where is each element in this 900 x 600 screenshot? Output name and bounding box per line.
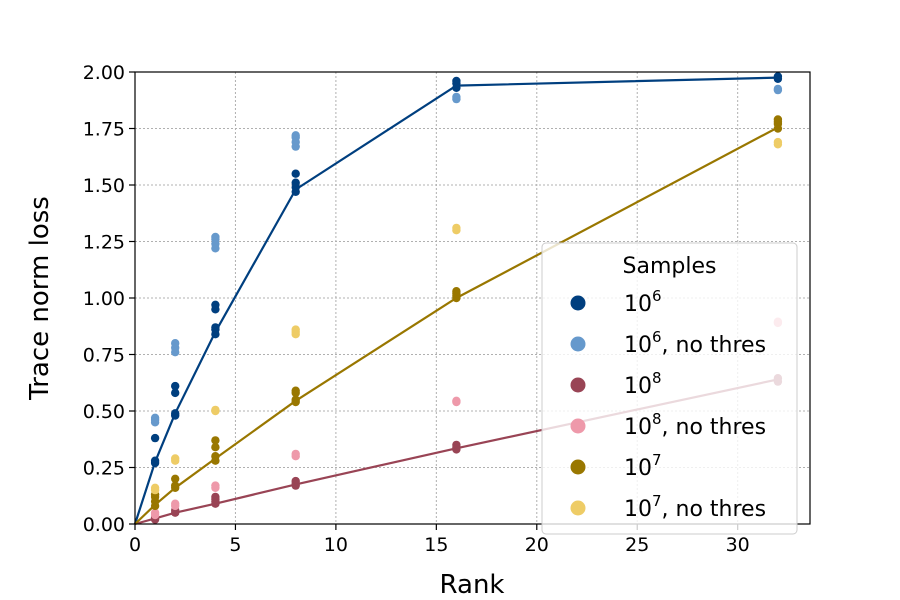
legend-box [541, 242, 798, 535]
x-tick-label: 25 [625, 534, 649, 556]
y-tick-label: 1.50 [83, 175, 125, 197]
data-point [150, 483, 160, 492]
legend-marker [570, 377, 586, 393]
data-point [452, 287, 461, 296]
data-point [452, 396, 461, 405]
data-point [150, 456, 160, 465]
data-point [773, 137, 783, 147]
y-tick-label: 1.75 [83, 119, 125, 141]
legend-item-s1e8: 108 [570, 369, 662, 399]
legend-item-s1e8_nothres: 108, no thres [570, 410, 766, 440]
data-point [291, 476, 300, 486]
data-point [150, 433, 160, 443]
legend-marker [570, 459, 586, 475]
x-tick-label: 10 [324, 534, 348, 556]
y-axis-title: Trace norm loss [25, 196, 55, 401]
data-point [291, 178, 300, 187]
legend-title: Samples [623, 254, 717, 279]
data-point [171, 381, 180, 391]
data-point [291, 386, 300, 395]
ticks: 0 5 10 15 20 25 30 0.00 0.25 0.50 0.75 1.00 1.25 1.50… [83, 62, 750, 556]
series-s1e6 [133, 72, 783, 525]
y-tick-label: 1.00 [83, 288, 125, 310]
data-point [171, 339, 180, 348]
legend-marker [570, 500, 586, 516]
legend-item-s1e6: 106 [570, 287, 662, 317]
data-point [211, 492, 220, 502]
y-tick-label: 2.00 [83, 62, 125, 84]
y-tick-label: 0.00 [83, 514, 125, 536]
series-s1e6_nothres [150, 84, 783, 427]
data-point [452, 223, 461, 233]
legend-label: 106, no thres [624, 328, 766, 358]
data-point [211, 300, 220, 309]
data-point [211, 405, 220, 415]
x-tick-label: 5 [229, 534, 241, 556]
data-point [150, 413, 160, 422]
data-point [211, 232, 220, 242]
legend-marker [570, 295, 586, 311]
data-point [291, 449, 300, 459]
series-s1e7_nothres [150, 137, 783, 495]
data-point [171, 474, 180, 483]
legend-item-s1e7_nothres: 107, no thres [570, 492, 766, 522]
legend-marker [570, 418, 586, 434]
data-point [171, 454, 180, 463]
data-point [773, 115, 783, 124]
series-s1e7 [134, 115, 783, 525]
data-point [452, 440, 461, 450]
x-tick-label: 20 [525, 534, 549, 556]
data-point [211, 443, 220, 452]
data-point [291, 325, 300, 334]
x-axis-title: Rank [440, 570, 505, 600]
legend-label: 107, no thres [624, 492, 766, 522]
data-point [171, 499, 180, 508]
data-point [773, 84, 783, 94]
legend: Samples 106 106, no thres 108 108, no thres 1… [541, 242, 798, 535]
data-point [171, 409, 180, 418]
legend-label: 107 [624, 451, 662, 481]
data-layer [133, 72, 783, 526]
x-tick-label: 0 [129, 534, 141, 556]
legend-label: 108 [624, 369, 662, 399]
x-tick-label: 30 [726, 534, 750, 556]
x-tick-label: 15 [424, 534, 448, 556]
data-point [291, 169, 300, 178]
series-s1e8_nothres [150, 317, 783, 520]
data-point [291, 131, 300, 140]
legend-item-s1e7: 107 [570, 451, 662, 481]
data-point [452, 76, 461, 86]
y-tick-label: 0.75 [83, 345, 125, 367]
y-tick-label: 0.25 [83, 458, 125, 480]
data-point [171, 388, 180, 398]
legend-marker [570, 336, 586, 352]
data-point [211, 452, 220, 461]
data-point [452, 92, 461, 102]
y-tick-label: 0.50 [83, 401, 125, 423]
y-tick-label: 1.25 [83, 232, 125, 254]
data-point [211, 323, 220, 332]
data-point [171, 481, 180, 490]
data-point [211, 481, 220, 490]
data-point [211, 436, 220, 445]
data-point [291, 395, 300, 404]
data-point [773, 72, 783, 81]
legend-label: 106 [624, 287, 662, 317]
legend-label: 108, no thres [624, 410, 766, 440]
legend-item-s1e6_nothres: 106, no thres [570, 328, 766, 358]
data-point [150, 508, 160, 517]
